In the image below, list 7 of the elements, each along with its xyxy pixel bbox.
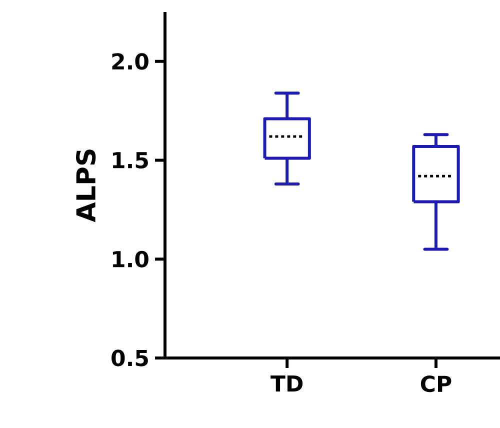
y-tick-label: 2.0 <box>112 53 148 70</box>
y-tick-label: 1.5 <box>112 152 148 168</box>
x-tick-label: CP <box>420 376 452 392</box>
y-tick-label: 1.0 <box>112 250 148 268</box>
x-tick-label: TD <box>270 376 303 392</box>
y-tick-label: 0.5 <box>112 350 148 366</box>
y-axis-title: ALPS <box>76 150 96 222</box>
